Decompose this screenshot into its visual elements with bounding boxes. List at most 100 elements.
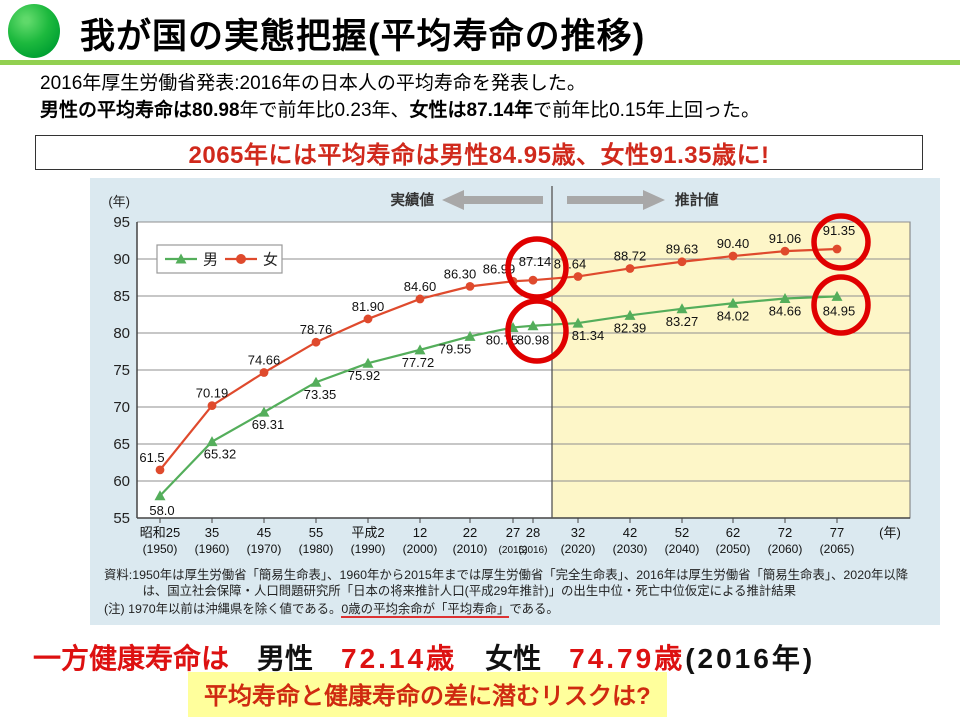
marker-triangle [624,309,636,320]
text-segment: (2016年) [685,643,816,674]
marker-triangle [362,357,374,368]
data-label: 87.14 [519,254,552,269]
marker-triangle [779,293,791,304]
highlight-circle [811,274,871,336]
data-label: 84.02 [717,308,750,323]
projection-highlight-box: 2065年には平均寿命は男性84.95歳、女性91.35歳に! [35,135,923,170]
marker-triangle [206,436,218,447]
y-tick-label: 60 [113,473,130,490]
x-tick-year: (1990) [351,542,386,556]
chart-legend: 男女 [156,244,283,274]
arrow-left-head [442,190,464,210]
data-label: 83.27 [666,314,699,329]
x-tick-year: (1960) [195,542,230,556]
data-label: 88.72 [614,248,647,263]
data-label: 61.5 [139,450,164,465]
data-label: 84.60 [404,279,437,294]
arrow-right-shaft [567,196,643,204]
data-label: 86.30 [444,266,477,281]
x-tick-era: 77 [830,525,844,540]
x-tick-year: (2065) [820,542,855,556]
highlight-circle [505,236,569,300]
marker-triangle [527,320,539,331]
data-label: 70.19 [196,386,229,401]
text-segment: 74.79歳 [569,643,686,674]
x-tick-year: (2000) [403,542,438,556]
data-label: 81.34 [572,328,605,343]
y-tick-label: 70 [113,399,130,416]
x-tick-year: (2060) [768,542,803,556]
x-tick-era: 52 [675,525,689,540]
highlight-circle [811,213,871,271]
x-tick-year: (1980) [299,542,334,556]
marker-circle [832,244,842,254]
y-tick-label: 75 [113,362,130,379]
marker-circle [207,401,217,410]
marker-triangle [572,317,584,328]
marker-triangle [727,297,739,308]
text-segment: 男性 [229,643,342,674]
x-tick-era: 平成2 [351,525,384,540]
data-label: 78.76 [300,322,333,337]
marker-triangle [258,406,270,417]
projection-label: 推計値 [675,191,719,209]
x-tick-year: (2010) [453,542,488,556]
actual-label: 実績値 [391,191,435,209]
source-note: 資料:1950年は厚生労働省「簡易生命表」、1960年から2015年までは厚生労… [104,568,909,599]
text-segment: 72.14歳 [341,643,458,674]
data-label: 91.06 [769,231,802,246]
legend-label-women: 女 [263,251,278,269]
x-tick-year: (1970) [247,542,282,556]
data-label: 79.55 [439,341,472,356]
x-tick-era: 昭和25 [140,525,180,540]
arrow-left-shaft [464,196,543,204]
text-segment: 一方健康寿命は [33,643,230,674]
marker-triangle [154,490,166,501]
marker-triangle [464,330,476,341]
arrow-right-head [643,190,665,210]
y-tick-label: 95 [113,214,130,231]
y-tick-label: 55 [113,510,130,527]
marker-circle [415,294,425,304]
data-label: 58.0 [149,503,174,518]
text-segment: 女性は87.14年 [409,99,534,121]
x-tick-year: (1950) [143,542,178,556]
y-axis-unit: (年) [108,194,130,209]
marker-circle [780,246,790,256]
x-axis-unit: (年) [879,525,901,540]
x-tick-era: 28 [526,525,540,540]
x-tick-era: 27 [506,525,520,540]
text-segment: 年で前年比0.23年、 [239,99,410,121]
remark-note: (注) 1970年以前は沖縄県を除く値である。0歳の平均余命が「平均寿命」である… [104,601,930,618]
chart-svg: 55 60 65 70 75 80 85 90 95 (年) 昭和25 (1950) 35 (1960) 4… [108,186,911,556]
data-label: 91.35 [823,223,856,238]
remark-prefix: (注) 1970年以前は沖縄県を除く値である。 [104,601,342,616]
y-tick-label: 65 [113,436,130,453]
chart-panel: 55 60 65 70 75 80 85 90 95 (年) 昭和25 (1950) 35 (1960) 4… [90,178,940,625]
x-tick-era: 42 [623,525,637,540]
text-segment: で前年比0.15年上回った。 [533,99,761,121]
question-banner: 平均寿命と健康寿命の差に潜むリスクは? [188,672,667,717]
marker-circle [465,281,475,291]
x-tick-era: 22 [463,525,477,540]
x-tick-era: 55 [309,525,323,540]
marker-circle [625,264,635,273]
page-title: 我が国の実態把握(平均寿命の推移) [80,17,646,56]
life-expectancy-chart: 55 60 65 70 75 80 85 90 95 (年) 昭和25 (1950) 35 (1960) 4… [90,178,940,566]
title-underline [0,60,960,65]
highlight-circle [505,298,569,364]
x-tick-era: 45 [257,525,271,540]
text-segment: 男性の平均寿命は80.98 [40,99,240,121]
y-tick-label: 85 [113,288,130,305]
marker-triangle [414,344,426,355]
intro-line2: 男性の平均寿命は80.98年で前年比0.23年、女性は87.14年で前年比0.1… [40,98,760,125]
x-tick-era: 35 [205,525,219,540]
data-label: 81.90 [352,299,385,314]
y-tick-label: 90 [113,251,130,268]
x-tick-era: 62 [726,525,740,540]
data-label: 77.72 [402,355,435,370]
marker-circle [259,368,269,377]
chart-notes: 資料:1950年は厚生労働省「簡易生命表」、1960年から2015年までは厚生労… [90,566,940,618]
data-label: 82.39 [614,320,647,335]
marker-circle [728,251,738,261]
